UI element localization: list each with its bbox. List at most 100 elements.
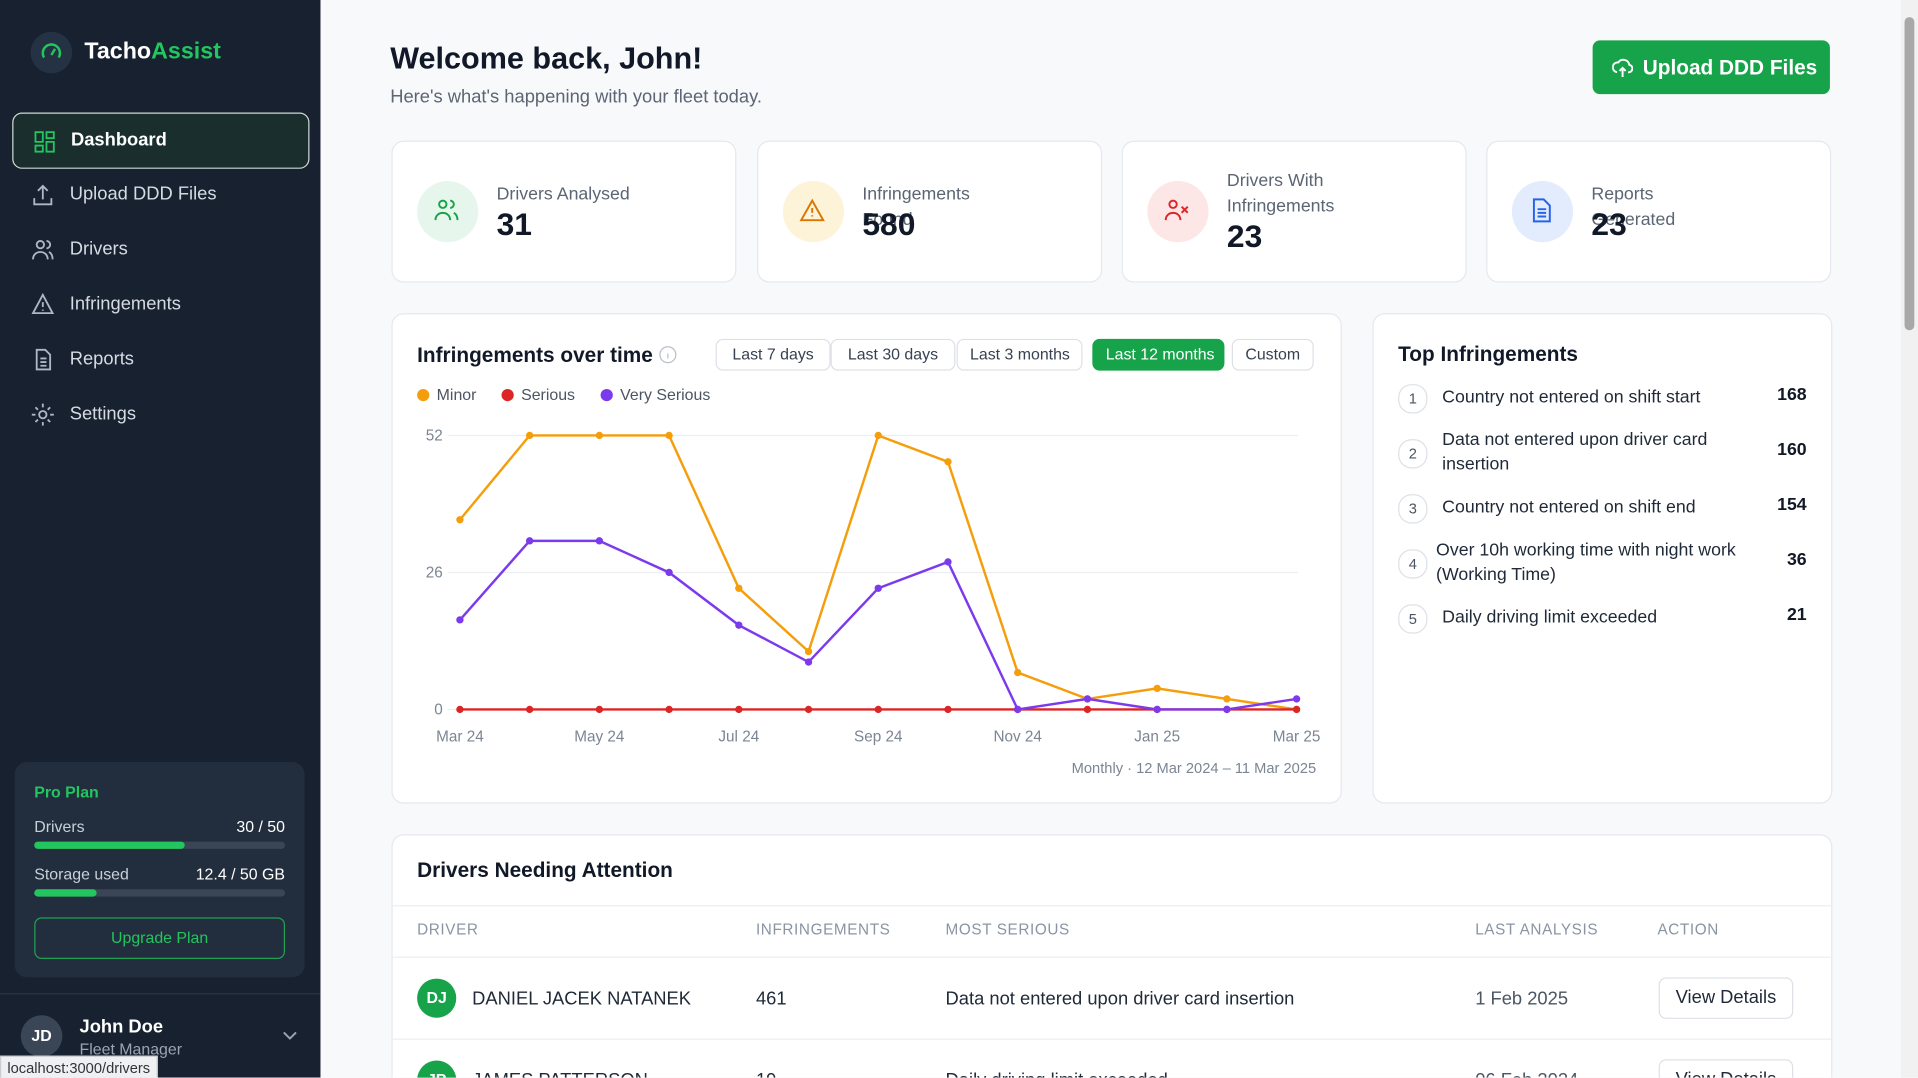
- icon-path: [1532, 198, 1551, 223]
- view-button[interactable]: View Details: [1658, 977, 1794, 1019]
- sidebar: TachoAssist Dashboard Upload DDD Files Dri…: [0, 0, 321, 1078]
- scroll-thumb[interactable]: [1904, 17, 1915, 331]
- legend-swatch: [600, 388, 613, 402]
- logo-first: Tacho: [84, 39, 152, 65]
- view-button[interactable]: View Details: [1658, 1059, 1794, 1078]
- table-title: Drivers Needing Attention: [417, 858, 673, 882]
- last-analysis: 1 Feb 2025: [1475, 988, 1569, 1010]
- progress-track: [34, 841, 286, 849]
- nav-item[interactable]: Drivers: [12, 223, 307, 277]
- data-point: [595, 537, 604, 545]
- data-point: [456, 616, 464, 624]
- data-point: [735, 584, 743, 592]
- nav-item[interactable]: Reports: [12, 333, 307, 387]
- upgrade-button[interactable]: Upgrade Plan: [34, 917, 286, 959]
- driver-name: DANIEL JACEK NATANEK: [472, 988, 692, 1010]
- stat-card: Drivers Analysed 31: [391, 140, 737, 283]
- data-point: [874, 431, 882, 440]
- rank-badge: 2: [1398, 439, 1428, 469]
- nav-item[interactable]: Infringements: [12, 278, 307, 332]
- stat-glyph: [799, 198, 825, 222]
- legend-label: Minor: [436, 385, 477, 404]
- data-point: [1083, 705, 1092, 714]
- data-point: [1223, 705, 1231, 714]
- rank-badge: 1: [1398, 384, 1428, 414]
- chart-card: Infringements over time Last 7 days Last …: [391, 313, 1342, 804]
- stat-card: Drivers With Infringements 23: [1121, 140, 1467, 283]
- legend-label: Serious: [521, 385, 576, 404]
- infringement-count: 36: [1786, 550, 1807, 571]
- stat-icon: [1147, 181, 1209, 243]
- stat-label: Infringements Found: [862, 184, 970, 230]
- logo: TachoAssist: [84, 39, 220, 66]
- stat-icon: [782, 181, 845, 243]
- data-point: [595, 431, 604, 440]
- icon-path: [32, 240, 54, 260]
- data-point: [1014, 705, 1022, 714]
- row-avatar: JP: [417, 1060, 457, 1078]
- nav-label: Infringements: [69, 293, 181, 315]
- data-point: [525, 537, 534, 545]
- scrollbar[interactable]: [1900, 0, 1918, 1078]
- stat-value: 23: [1591, 205, 1627, 243]
- nav-icon: [34, 131, 55, 153]
- icon-path: [434, 199, 459, 221]
- x-tick-label: May 24: [574, 728, 625, 745]
- column-header: INFRINGEMENTS: [755, 921, 891, 939]
- data-point: [1083, 695, 1092, 703]
- nav-item[interactable]: Dashboard: [12, 112, 310, 169]
- stat-glyph: [1532, 198, 1551, 223]
- nav-icon: [35, 348, 52, 371]
- icon-path: [33, 184, 53, 206]
- most-serious: Data not entered upon driver card insert…: [945, 988, 1295, 1010]
- top-title: Top Infringements: [1398, 342, 1578, 366]
- plan-label: Drivers: [34, 817, 85, 836]
- y-tick-label: 0: [434, 701, 442, 718]
- info-icon[interactable]: [658, 345, 678, 365]
- nav-item[interactable]: Settings: [12, 388, 307, 442]
- data-point: [944, 705, 952, 714]
- data-point: [804, 705, 813, 714]
- y-tick-label: 26: [426, 564, 443, 581]
- stat-card: Infringements Found 580: [757, 140, 1103, 283]
- logo-glyph: [41, 43, 62, 59]
- stat-card: Reports Generated 23: [1486, 140, 1832, 283]
- chart-title: Infringements over time: [417, 343, 653, 367]
- range-button[interactable]: Last 3 months: [956, 338, 1083, 371]
- plan-name: Pro Plan: [34, 782, 99, 802]
- column-header: ACTION: [1657, 921, 1719, 939]
- legend-swatch: [417, 388, 430, 402]
- infringement-count: 154: [1777, 495, 1807, 515]
- infringement-count: 21: [1786, 605, 1807, 626]
- data-point: [665, 568, 673, 577]
- upload-button[interactable]: Upload DDD Files: [1592, 40, 1830, 95]
- chevron[interactable]: [281, 1030, 298, 1042]
- logo-second: Assist: [151, 39, 221, 65]
- range-button[interactable]: Last 12 months: [1092, 338, 1225, 371]
- column-header: MOST SERIOUS: [945, 921, 1070, 939]
- infringement-label: Daily driving limit exceeded: [1442, 607, 1658, 628]
- nav-label: Settings: [69, 403, 137, 425]
- range-button[interactable]: Custom: [1231, 338, 1314, 371]
- rank-badge: 3: [1398, 494, 1428, 524]
- top-card: Top Infringements 1 Country not entered o…: [1372, 313, 1833, 804]
- data-point: [595, 705, 604, 714]
- stat-value: 23: [1226, 217, 1263, 255]
- icon-path: [31, 403, 54, 426]
- data-point: [1223, 695, 1231, 703]
- infringement-label: Country not entered on shift end: [1442, 497, 1696, 518]
- status-bar: localhost:3000/drivers: [0, 1055, 158, 1078]
- range-button[interactable]: Last 30 days: [830, 338, 956, 371]
- nav-item[interactable]: Upload DDD Files: [12, 168, 307, 222]
- nav-label: Dashboard: [70, 129, 167, 151]
- nav-label: Drivers: [69, 238, 128, 260]
- divider: [0, 993, 321, 995]
- divider: [392, 956, 1832, 958]
- data-point: [525, 705, 534, 714]
- logo-icon: [30, 31, 73, 74]
- infringement-label: Data not entered upon driver card insert…: [1442, 430, 1708, 475]
- range-button[interactable]: Last 7 days: [715, 338, 831, 371]
- data-point: [665, 431, 673, 440]
- nav-icon: [31, 292, 55, 315]
- avatar: JD: [20, 1015, 63, 1057]
